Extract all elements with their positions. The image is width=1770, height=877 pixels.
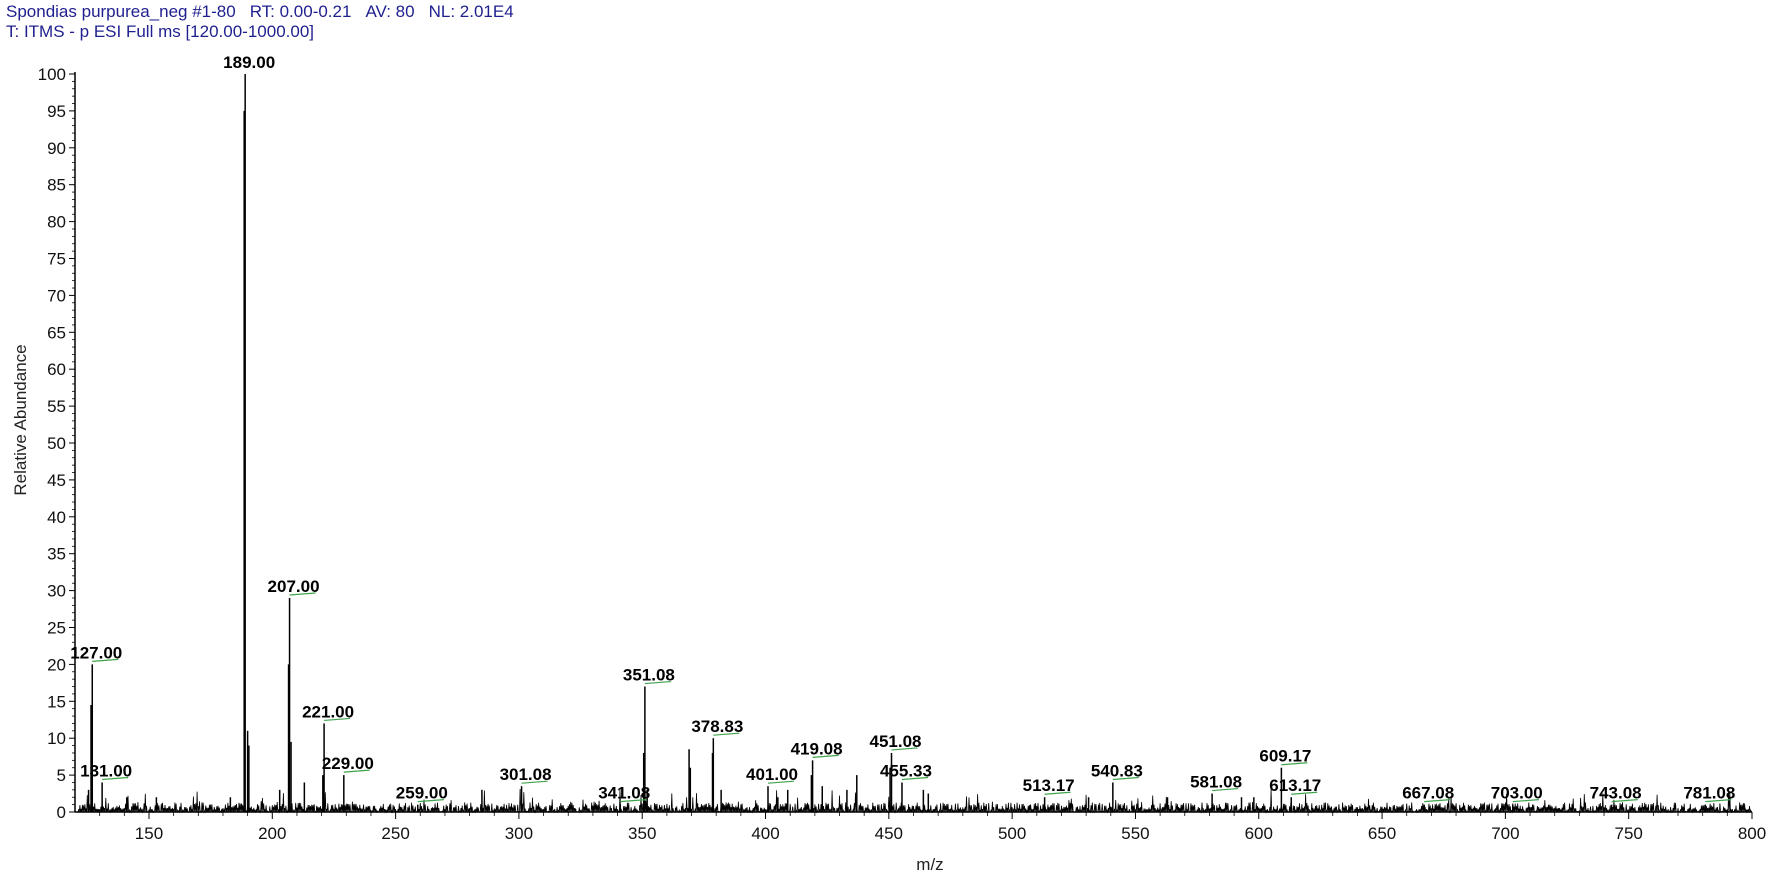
x-tick-label: 750 — [1615, 824, 1643, 843]
label-leader-line — [1291, 791, 1318, 795]
label-leader-line — [1512, 799, 1539, 803]
x-tick-label: 350 — [628, 824, 656, 843]
label-leader-line — [1281, 762, 1308, 766]
y-tick-label: 65 — [47, 323, 66, 342]
label-leader-line — [1044, 791, 1071, 795]
peak-label: 419.08 — [791, 739, 843, 758]
x-tick-label: 400 — [751, 824, 779, 843]
peak-label: 378.83 — [691, 717, 743, 736]
peak-label: 351.08 — [623, 666, 675, 685]
x-tick-label: 150 — [135, 824, 163, 843]
axes: 0 5 10 15 20 25 30 35 40 45 50 55 60 65 70 75 80 85 90 95 10… — [38, 65, 1767, 843]
peak-label: 401.00 — [746, 765, 798, 784]
averaged-scans: AV: 80 — [365, 2, 415, 21]
peak-label: 455.33 — [880, 761, 932, 780]
x-tick-label: 450 — [875, 824, 903, 843]
label-leader-line — [102, 776, 129, 781]
peak-label: 540.83 — [1091, 761, 1143, 780]
retention-time: RT: 0.00-0.21 — [249, 2, 352, 21]
x-tick-label: 300 — [505, 824, 533, 843]
y-tick-label: 85 — [47, 176, 66, 195]
scan-info-row: Spondias purpurea_neg #1-80 RT: 0.00-0.21… — [6, 2, 528, 22]
y-axis-title: Relative Abundance — [11, 344, 30, 495]
y-tick-label: 0 — [57, 803, 66, 822]
label-leader-line — [901, 776, 929, 781]
x-tick-label: 650 — [1368, 824, 1396, 843]
peak-label: 229.00 — [322, 754, 374, 773]
peak-label: 189.00 — [223, 53, 275, 72]
label-leader-line — [92, 658, 119, 662]
peak-label: 301.08 — [500, 765, 552, 784]
peak-label: 127.00 — [70, 643, 122, 662]
y-tick-label: 80 — [47, 213, 66, 232]
x-tick-label: 250 — [381, 824, 409, 843]
peak-label: 581.08 — [1190, 773, 1242, 792]
peak-label: 703.00 — [1491, 784, 1543, 803]
label-leader-line — [521, 780, 548, 784]
y-tick-label: 90 — [47, 139, 66, 158]
peak-labels: 127.00 131.00 189.00 207.00 221.00 229.00 259.… — [70, 53, 1735, 803]
peak-label: 609.17 — [1259, 747, 1311, 766]
y-tick-label: 20 — [47, 655, 66, 674]
peak-label: 207.00 — [268, 577, 320, 596]
y-tick-label: 10 — [47, 729, 66, 748]
peak-label: 781.08 — [1683, 784, 1735, 803]
peak-label: 667.08 — [1402, 784, 1454, 803]
label-leader-line — [1705, 799, 1732, 803]
label-leader-line — [1212, 787, 1239, 792]
y-tick-label: 55 — [47, 397, 66, 416]
label-leader-line — [713, 732, 740, 736]
y-tick-label: 100 — [38, 65, 66, 84]
x-tick-label: 600 — [1245, 824, 1273, 843]
label-leader-line — [891, 747, 918, 751]
label-leader-line — [1611, 799, 1638, 803]
label-leader-line — [289, 592, 316, 596]
spectrum-header: Spondias purpurea_neg #1-80 RT: 0.00-0.21… — [6, 2, 528, 42]
peak-label: 259.00 — [396, 784, 448, 803]
label-leader-line — [644, 680, 671, 685]
peak-label: 341.08 — [598, 784, 650, 803]
label-leader-line — [343, 769, 370, 773]
label-leader-line — [1424, 799, 1451, 803]
x-tick-label: 550 — [1121, 824, 1149, 843]
peak-label: 513.17 — [1023, 776, 1075, 795]
x-tick-label: 200 — [258, 824, 286, 843]
peak-label: 613.17 — [1269, 776, 1321, 795]
peak-label: 743.08 — [1590, 784, 1642, 803]
y-tick-label: 60 — [47, 360, 66, 379]
peak-label: 131.00 — [80, 761, 132, 780]
y-tick-label: 50 — [47, 434, 66, 453]
x-axis-title: m/z — [916, 855, 943, 874]
y-tick-label: 75 — [47, 250, 66, 269]
peak-label: 221.00 — [302, 702, 354, 721]
y-tick-label: 30 — [47, 582, 66, 601]
y-tick-label: 40 — [47, 508, 66, 527]
x-tick-label: 700 — [1491, 824, 1519, 843]
y-tick-label: 95 — [47, 102, 66, 121]
scan-filter: T: ITMS - p ESI Full ms [120.00-1000.00] — [6, 22, 315, 41]
label-leader-line — [417, 799, 444, 803]
x-tick-label: 800 — [1738, 824, 1766, 843]
y-tick-label: 15 — [47, 692, 66, 711]
y-tick-label: 35 — [47, 545, 66, 564]
x-tick-label: 500 — [998, 824, 1026, 843]
y-tick-label: 45 — [47, 471, 66, 490]
label-leader-line — [324, 717, 351, 722]
peak-label: 451.08 — [870, 732, 922, 751]
scan-name: Spondias purpurea_neg #1-80 — [6, 2, 236, 21]
y-tick-label: 5 — [57, 766, 66, 785]
label-leader-line — [767, 780, 795, 784]
label-leader-line — [1112, 776, 1139, 781]
label-leader-line — [620, 799, 647, 803]
y-tick-label: 25 — [47, 619, 66, 638]
spectrum-peaks — [87, 74, 1707, 812]
normalization-level: NL: 2.01E4 — [428, 2, 514, 21]
y-tick-label: 70 — [47, 286, 66, 305]
label-leader-line — [812, 754, 839, 758]
